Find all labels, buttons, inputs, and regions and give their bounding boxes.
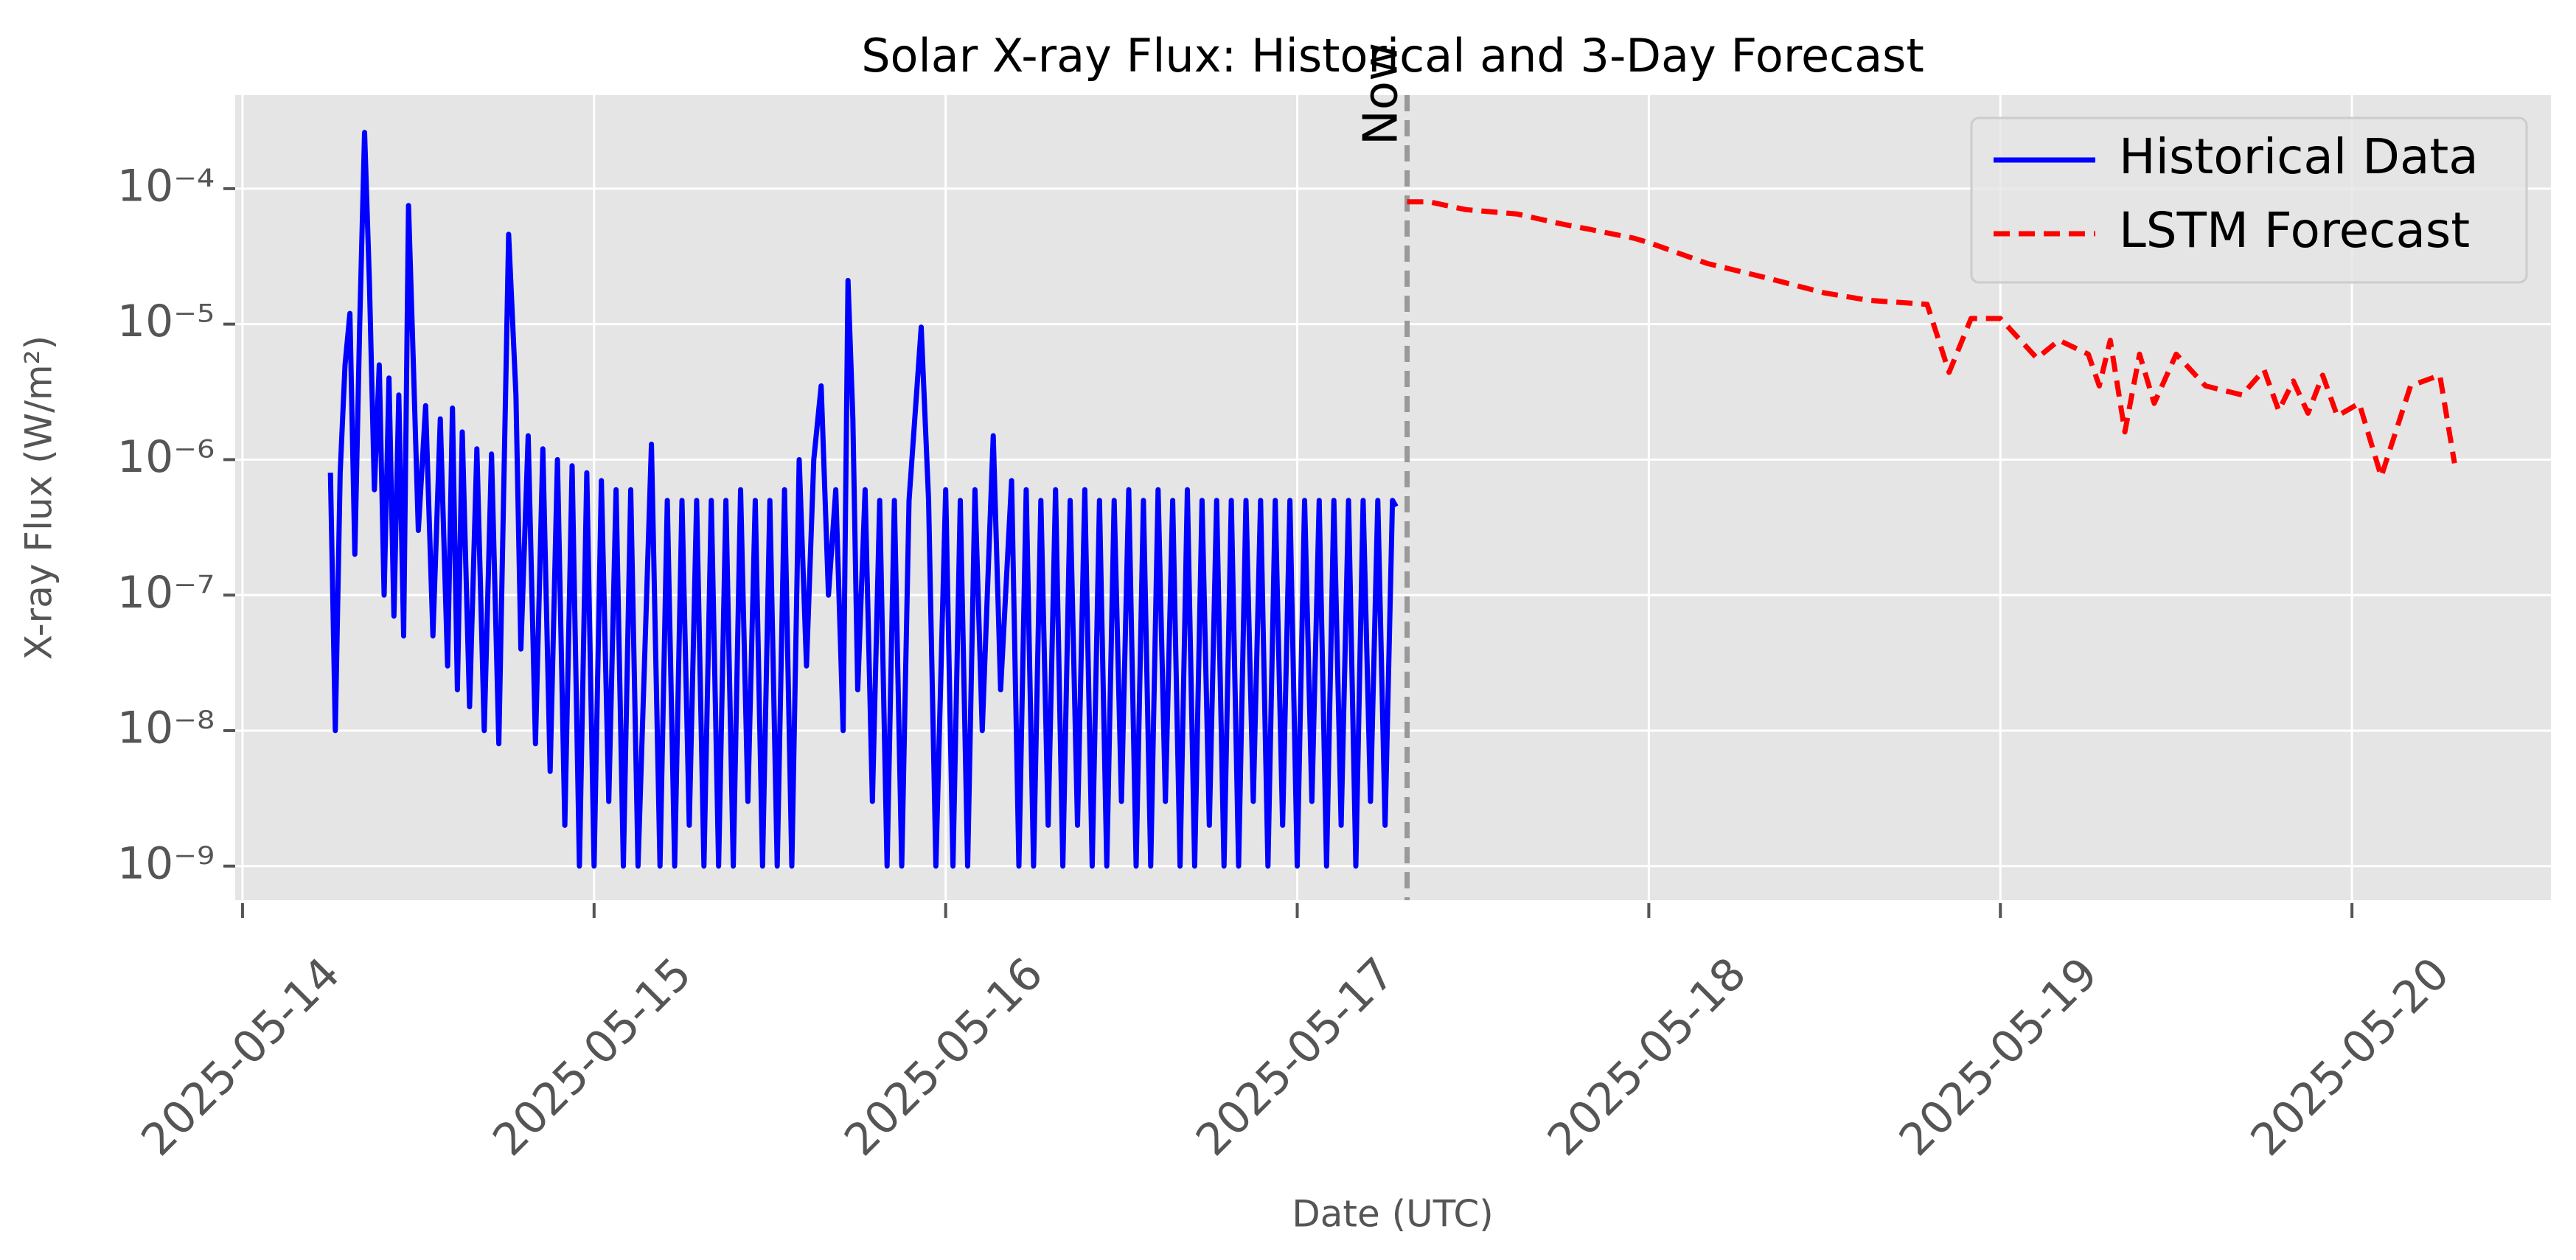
y-tick-label: 10⁻⁵ (117, 296, 215, 347)
x-tick-label: 2025-05-16 (835, 948, 1053, 1166)
y-tick-label: 10⁻⁷ (117, 567, 215, 619)
x-axis-label: Date (UTC) (1292, 1193, 1494, 1236)
x-tick-label: 2025-05-19 (1890, 948, 2108, 1166)
now-label: Now (1354, 43, 1409, 145)
x-tick-label: 2025-05-14 (131, 948, 349, 1166)
series-line (327, 130, 1399, 869)
legend-box (1970, 116, 2528, 284)
chart-title: Solar X-ray Flux: Historical and 3-Day F… (861, 29, 1924, 83)
x-tick-label: 2025-05-17 (1186, 948, 1404, 1166)
legend-label: LSTM Forecast (2119, 202, 2470, 259)
y-tick-label: 10⁻⁹ (117, 838, 215, 889)
x-tick-label: 2025-05-20 (2241, 948, 2460, 1166)
legend-label: Historical Data (2119, 128, 2479, 185)
x-tick-label: 2025-05-15 (483, 948, 701, 1166)
y-tick-label: 10⁻⁴ (117, 160, 215, 212)
y-tick-label: 10⁻⁸ (117, 703, 215, 754)
x-tick-label: 2025-05-18 (1538, 948, 1756, 1166)
y-tick-label: 10⁻⁶ (117, 431, 215, 483)
y-axis-label: X-ray Flux (W/m²) (18, 335, 60, 660)
series-line (1407, 199, 2457, 479)
